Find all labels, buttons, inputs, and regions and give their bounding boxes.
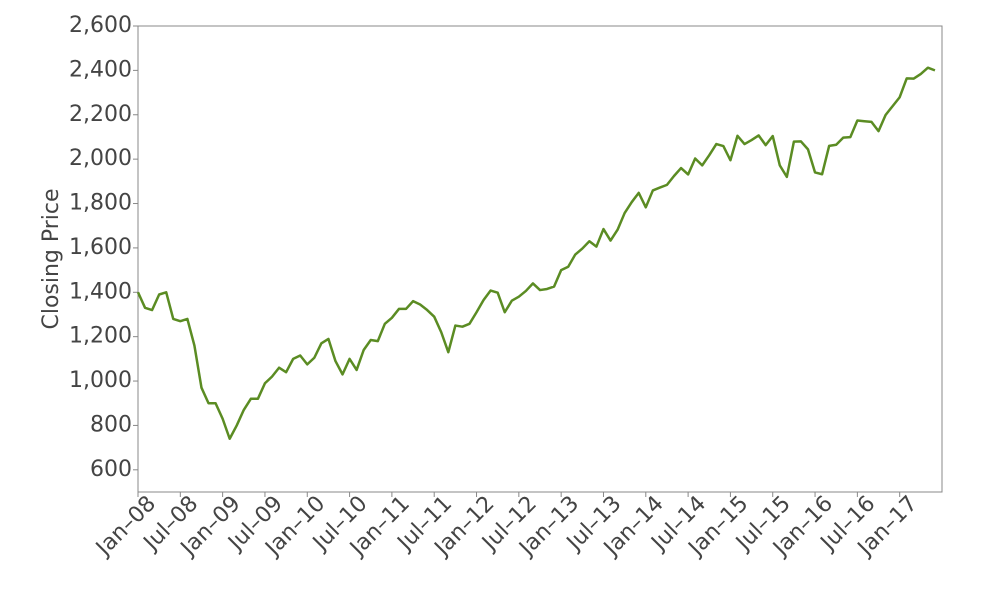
price-line — [136, 66, 936, 440]
y-tick-label: 1,800 — [69, 191, 132, 216]
y-tick-label: 1,600 — [69, 235, 132, 260]
y-tick-label: 1,000 — [69, 368, 132, 393]
y-tick-label: 600 — [90, 457, 132, 482]
y-tick-label: 800 — [90, 412, 132, 437]
y-tick-label: 1,200 — [69, 324, 132, 349]
y-axis-label: Closing Price — [39, 188, 64, 329]
y-tick-label: 2,000 — [69, 146, 132, 171]
y-tick-label: 2,600 — [69, 13, 132, 38]
y-tick-label: 2,200 — [69, 102, 132, 127]
y-tick-label: 2,400 — [69, 57, 132, 82]
y-tick-label: 1,400 — [69, 279, 132, 304]
plot-frame — [137, 25, 943, 493]
